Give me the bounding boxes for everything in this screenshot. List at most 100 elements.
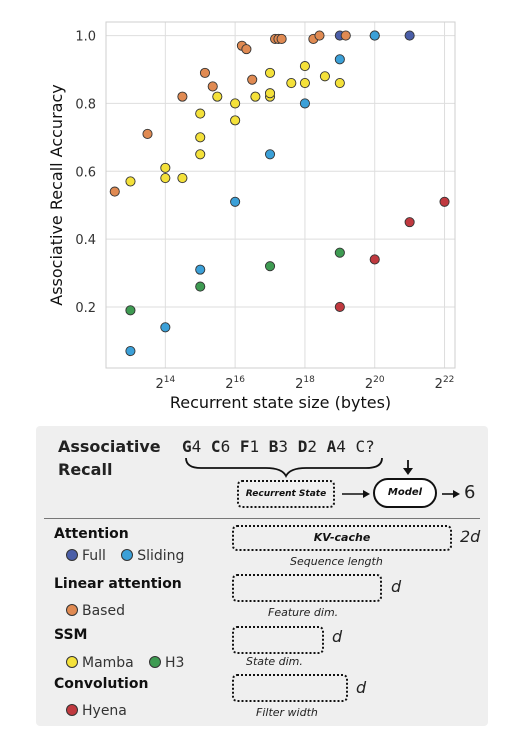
y-tick-label: 0.2	[75, 301, 96, 316]
point-mamba	[286, 78, 297, 89]
point-based	[276, 33, 287, 45]
point-full	[404, 30, 415, 41]
point-based	[199, 67, 211, 78]
grid-lines	[106, 22, 455, 368]
model-box: Model	[373, 478, 437, 508]
kv-sequence: G4 C6 F1 B3 D2 A4 C?	[182, 437, 375, 456]
point-sliding	[264, 149, 276, 160]
point-based	[142, 128, 153, 139]
legend-label-sliding: Sliding	[137, 548, 185, 564]
seq-pair: D2	[297, 437, 317, 456]
point-hyena	[439, 196, 450, 207]
y-axis-ticks: 0.2 0.4 0.6 0.8 1.0	[75, 30, 96, 316]
sliding-dot-icon	[121, 549, 134, 561]
model-label: Model	[387, 487, 423, 498]
curly-brace	[185, 457, 383, 479]
category-attention: Attention	[54, 526, 129, 542]
legend-row-attention: Full Sliding	[66, 545, 184, 564]
based-dot-icon	[66, 604, 78, 616]
category-linear-attention: Linear attention	[54, 576, 182, 592]
point-based	[177, 91, 188, 102]
caption-sequence-length: Sequence length	[290, 555, 383, 568]
y-tick-label: 0.6	[75, 165, 96, 180]
seq-pair: C6	[210, 437, 231, 456]
dim-ssm: d	[332, 627, 343, 646]
point-mamba	[160, 172, 171, 184]
kv-cache-label: KV-cache	[313, 531, 371, 544]
point-mamba	[264, 67, 276, 78]
legend-label-mamba: Mamba	[82, 655, 134, 671]
point-sliding	[195, 264, 206, 275]
point-mamba	[334, 78, 345, 89]
legend-row-linear-attention: Based	[66, 600, 125, 619]
state-dim-box	[232, 626, 324, 654]
point-hyena	[404, 217, 415, 228]
y-tick-label: 0.8	[75, 97, 96, 112]
kv-cache-box: KV-cache	[232, 525, 452, 551]
h3-dot-icon	[149, 656, 162, 668]
seq-pair: G4	[182, 437, 202, 456]
hyena-dot-icon	[66, 704, 78, 716]
point-sliding	[369, 30, 380, 41]
ar-title-line1: Associative	[58, 437, 161, 456]
point-h3	[125, 305, 136, 316]
category-ssm: SSM	[54, 627, 88, 643]
legend-row-convolution: Hyena	[66, 700, 127, 719]
point-based	[314, 30, 325, 41]
plot-frame	[105, 21, 456, 369]
point-hyena	[334, 301, 345, 312]
legend-label-hyena: Hyena	[82, 703, 127, 719]
ar-title-line2: Recall	[58, 460, 113, 479]
diagram-panel: Associative Recall G4 C6 F1 B3 D2 A4 C? …	[36, 426, 488, 726]
model-to-output-arrow-head	[453, 490, 460, 498]
x-axis-ticks: 214 216 218 220 222	[155, 375, 454, 392]
x-tick-label: 218	[295, 375, 315, 392]
y-tick-label: 0.4	[75, 233, 96, 248]
category-convolution: Convolution	[54, 676, 149, 692]
point-h3	[264, 261, 276, 272]
legend-label-h3: H3	[165, 655, 185, 671]
x-tick-label: 220	[365, 375, 385, 392]
point-based	[247, 74, 258, 85]
seq-pair: B3	[268, 437, 289, 456]
recurrent-state-label: Recurrent State	[245, 489, 327, 499]
point-h3	[195, 281, 206, 292]
x-tick-label: 222	[435, 375, 455, 392]
point-mamba	[125, 176, 136, 187]
point-mamba	[250, 91, 261, 102]
recurrent-state-box: Recurrent State	[237, 480, 335, 508]
point-mamba	[177, 172, 188, 184]
y-tick-label: 1.0	[75, 30, 96, 45]
dim-convolution: d	[356, 678, 367, 697]
diagram-connectors	[185, 457, 460, 498]
output-value: 6	[464, 482, 476, 503]
seq-pair: A4	[326, 437, 346, 456]
caption-state-dim: State dim.	[246, 655, 303, 668]
point-mamba	[264, 88, 276, 99]
divider	[44, 518, 480, 519]
point-mamba	[230, 98, 241, 109]
point-mamba	[195, 149, 206, 160]
point-based	[241, 44, 252, 55]
data-points	[109, 30, 450, 357]
point-mamba	[299, 78, 310, 89]
dim-linear-attention: d	[391, 577, 402, 596]
point-sliding	[334, 54, 345, 65]
point-mamba	[319, 71, 330, 82]
point-mamba	[160, 162, 171, 173]
dim-attention: 2d	[460, 527, 481, 546]
scatter-chart: 0.2 0.4 0.6 0.8 1.0 214 216 218 220 222 Associat…	[47, 21, 456, 412]
point-hyena	[369, 254, 380, 265]
point-based	[109, 186, 120, 197]
feature-dim-box	[232, 574, 382, 602]
x-axis-label: Recurrent state size (bytes)	[170, 393, 391, 412]
query-arrow-head	[403, 468, 413, 475]
caption-feature-dim: Feature dim.	[268, 606, 339, 619]
point-mamba	[230, 115, 241, 126]
point-h3	[334, 247, 345, 258]
point-based	[340, 30, 351, 41]
point-mamba	[195, 108, 206, 119]
legend-row-ssm: Mamba H3	[66, 652, 184, 671]
full-dot-icon	[66, 549, 78, 561]
point-sliding	[125, 345, 136, 357]
